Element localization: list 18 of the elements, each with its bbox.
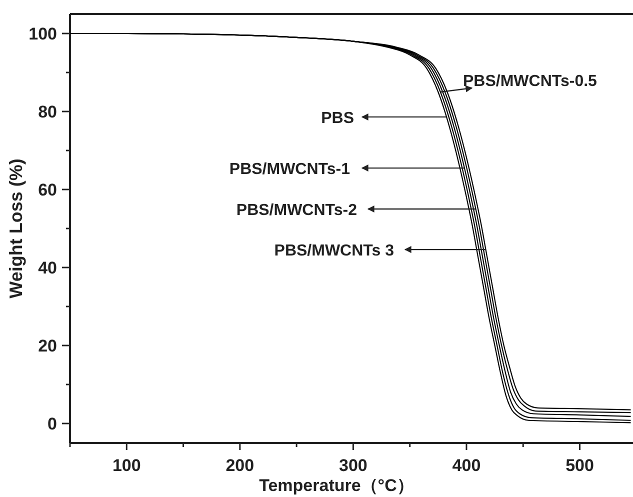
x-tick-label: 300	[339, 456, 368, 475]
y-tick-label: 100	[28, 24, 57, 44]
y-tick-label: 20	[38, 336, 57, 356]
x-axis-title: Temperature（°C）	[259, 476, 414, 495]
y-tick-label: 0	[48, 414, 57, 434]
annotation: PBS/MWCNTs-1	[229, 161, 350, 178]
annotation: PBS	[321, 110, 354, 127]
annotation: PBS/MWCNTs-2	[236, 202, 358, 219]
y-axis-title: Weight Loss (%)	[6, 158, 26, 298]
x-tick-label: 200	[226, 456, 254, 475]
x-tick-label: 100	[112, 456, 141, 475]
annotation: PBS/MWCNTs 3	[274, 242, 394, 260]
x-tick-label: 400	[452, 456, 481, 475]
y-tick-label: 40	[38, 258, 57, 278]
x-tick-label: 500	[566, 456, 594, 475]
y-tick-label: 60	[38, 180, 57, 200]
annotation: PBS/MWCNTs-0.5	[463, 73, 598, 90]
y-tick-label: 80	[38, 102, 57, 122]
